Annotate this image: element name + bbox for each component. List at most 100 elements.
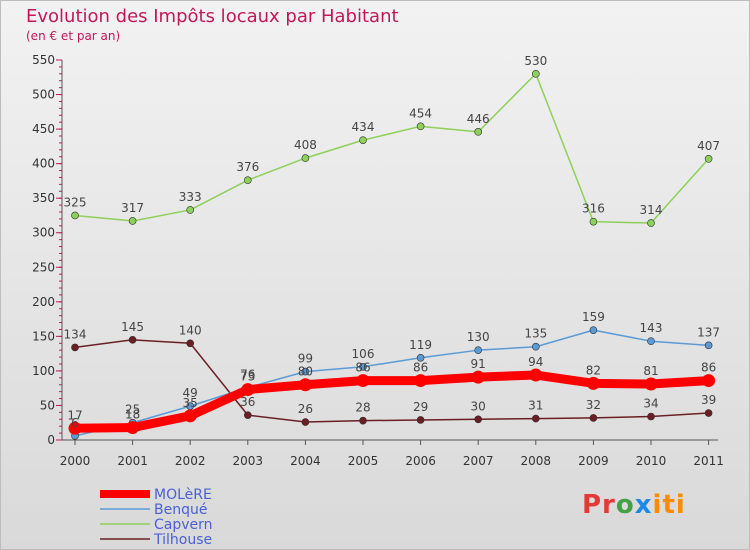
y-tick-label: 300 (32, 226, 55, 240)
series-line-benque (74, 329, 710, 437)
point-capvern (531, 70, 540, 78)
data-label-tilhouse: 30 (471, 399, 486, 413)
y-tick-label: 100 (32, 364, 55, 378)
point-capvern (244, 176, 252, 185)
series-line-capvern (74, 73, 710, 224)
data-label-benque: 135 (524, 327, 547, 341)
data-label-benque: 49 (183, 386, 198, 400)
x-tick-label: 2001 (117, 454, 148, 468)
data-label-molere: 86 (355, 361, 370, 375)
series-layer (68, 70, 716, 440)
point-benque (589, 326, 598, 334)
data-label-molere: 73 (240, 370, 255, 384)
data-label-benque: 76 (240, 367, 255, 381)
point-molere (356, 374, 370, 388)
point-molere (298, 378, 312, 392)
point-benque (531, 342, 540, 351)
data-label-benque: 143 (640, 321, 663, 335)
y-tick-label: 550 (32, 53, 55, 67)
data-label-tilhouse: 34 (643, 397, 658, 411)
data-label-benque: 106 (352, 347, 375, 361)
point-capvern (359, 136, 367, 144)
data-label-capvern: 446 (467, 112, 490, 126)
series-line-molere (70, 370, 714, 433)
point-molere (183, 409, 197, 423)
data-label-tilhouse: 31 (528, 399, 543, 413)
x-tick-label: 2010 (636, 454, 667, 468)
point-tilhouse (474, 415, 483, 424)
point-tilhouse (244, 411, 252, 419)
point-tilhouse (531, 414, 540, 423)
x-tick-label: 2009 (578, 454, 609, 468)
y-tick-label: 200 (32, 295, 55, 309)
point-molere (68, 421, 82, 435)
data-label-molere: 82 (586, 363, 601, 377)
data-label-tilhouse: 145 (121, 320, 144, 334)
point-tilhouse (301, 418, 310, 426)
data-label-molere: 91 (471, 357, 486, 371)
point-tilhouse (359, 416, 367, 425)
point-molere (644, 377, 658, 391)
point-molere (241, 383, 255, 397)
y-tick-label: 250 (32, 260, 55, 274)
point-molere (702, 374, 716, 388)
point-capvern (474, 128, 483, 136)
data-label-tilhouse: 134 (64, 327, 87, 341)
legend-label-tilhouse: Tilhouse (153, 532, 212, 548)
data-label-capvern: 316 (582, 202, 605, 216)
axes: 0 50 100 150 200 250 300 350 400 450 500 550 2000 200… (32, 53, 724, 468)
point-tilhouse (128, 336, 137, 344)
point-benque (359, 362, 367, 371)
point-capvern (704, 155, 713, 163)
point-benque (647, 337, 655, 346)
point-benque (704, 341, 713, 350)
data-label-capvern: 530 (524, 54, 547, 68)
point-benque (416, 353, 425, 362)
point-capvern (647, 219, 655, 227)
legend-label-capvern: Capvern (154, 517, 213, 533)
data-labels: 134 145 140 36 26 28 29 30 31 32 34 39 325 317 333 376 4… (64, 54, 721, 430)
series-line-tilhouse (74, 339, 710, 423)
data-label-benque: 159 (582, 310, 605, 324)
data-label-tilhouse: 32 (586, 398, 601, 412)
point-benque (301, 367, 310, 376)
data-label-molere: 94 (528, 355, 543, 369)
y-tick-label: 150 (32, 329, 55, 343)
data-label-tilhouse: 28 (355, 401, 370, 415)
legend-label-molere: MOLèRE (154, 487, 212, 503)
point-tilhouse (704, 409, 713, 417)
data-label-capvern: 314 (640, 203, 663, 217)
point-molere (529, 368, 543, 382)
point-capvern (589, 217, 598, 226)
x-tick-label: 2011 (693, 454, 724, 468)
data-label-capvern: 454 (409, 106, 432, 120)
point-benque (474, 346, 483, 354)
x-tick-label: 2008 (521, 454, 552, 468)
data-label-molere: 81 (643, 364, 658, 378)
data-label-benque: 6 (71, 416, 79, 430)
x-tick-label: 2004 (290, 454, 321, 468)
data-label-tilhouse: 26 (298, 402, 313, 416)
data-label-benque: 130 (467, 330, 490, 344)
x-tick-label: 2005 (348, 454, 379, 468)
data-label-benque: 119 (409, 338, 432, 352)
data-label-tilhouse: 140 (179, 323, 202, 337)
data-label-capvern: 376 (236, 160, 259, 174)
data-label-capvern: 325 (64, 195, 87, 209)
point-tilhouse (647, 412, 655, 421)
point-molere (414, 374, 428, 388)
x-tick-label: 2003 (233, 454, 264, 468)
y-tick-label: 400 (32, 157, 55, 171)
point-molere (586, 376, 600, 390)
x-tick-label: 2002 (175, 454, 206, 468)
point-capvern (301, 154, 310, 162)
point-molere (126, 421, 140, 435)
point-tilhouse (416, 416, 425, 424)
legend-label-benque: Benqué (154, 502, 207, 518)
point-molere (471, 370, 485, 384)
data-label-molere: 86 (413, 361, 428, 375)
data-label-benque: 137 (697, 325, 720, 339)
